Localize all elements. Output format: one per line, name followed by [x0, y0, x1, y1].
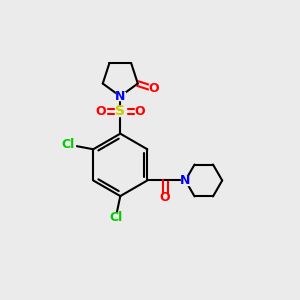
Text: O: O — [96, 105, 106, 118]
Text: N: N — [115, 90, 125, 103]
Text: S: S — [115, 104, 125, 118]
Bar — [135, 107, 144, 116]
Bar — [116, 92, 125, 100]
Bar — [61, 141, 75, 149]
Bar — [109, 213, 123, 222]
Text: Cl: Cl — [109, 211, 122, 224]
Text: O: O — [160, 191, 170, 204]
Text: N: N — [180, 174, 190, 187]
Bar — [96, 107, 106, 116]
Text: Cl: Cl — [61, 138, 75, 151]
Text: O: O — [134, 105, 145, 118]
Bar — [115, 106, 126, 116]
Bar — [181, 176, 190, 184]
Bar — [149, 84, 158, 93]
Text: O: O — [148, 82, 159, 95]
Bar — [161, 194, 170, 202]
